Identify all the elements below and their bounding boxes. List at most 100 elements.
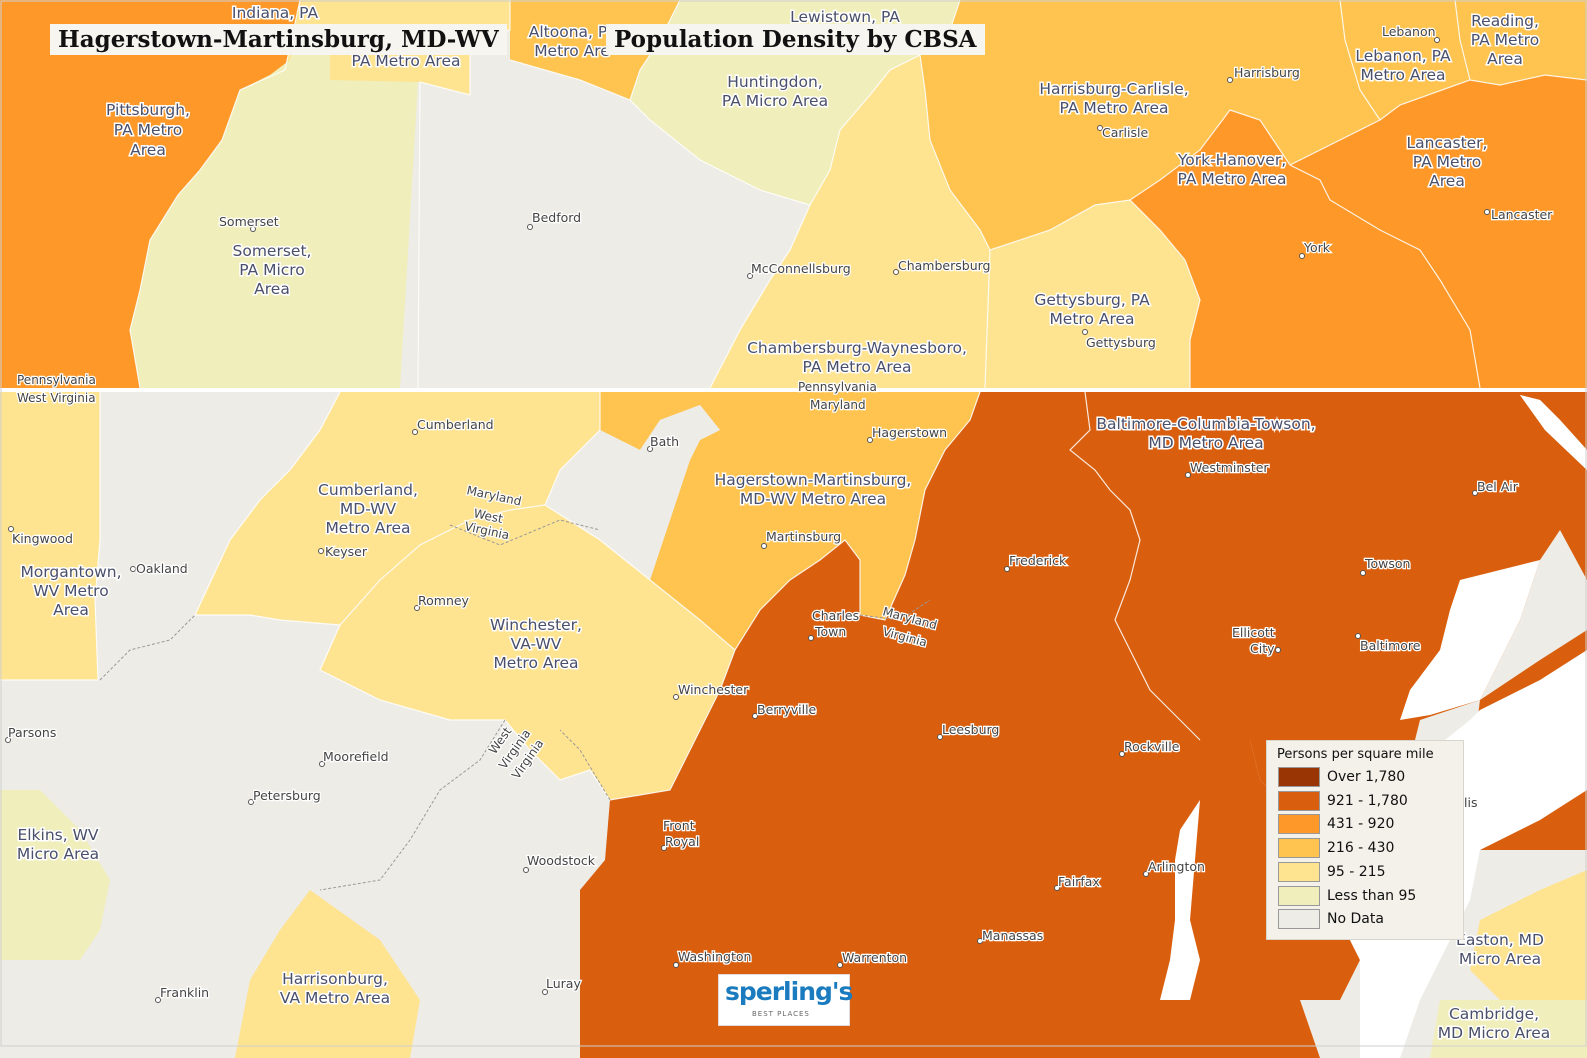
label-morgantown-2: WV Metro <box>33 582 108 600</box>
region-hagerstown <box>600 392 980 650</box>
region-chambersburg <box>710 55 990 388</box>
label-hagerstown-2: MD-WV Metro Area <box>740 490 886 508</box>
legend-label: 95 - 215 <box>1327 863 1386 880</box>
region-bath <box>545 405 720 580</box>
legend-swatch <box>1278 790 1320 811</box>
label-gettysburg-1: Gettysburg, PA <box>1034 291 1150 309</box>
label-reading-2: PA Metro <box>1471 31 1539 49</box>
label-altoona-1: Altoona, P <box>529 23 607 41</box>
panel-divider <box>0 388 1587 392</box>
legend-item: Less than 95 <box>1278 885 1458 908</box>
label-pittsburgh-1: Pittsburgh, <box>106 101 190 119</box>
state-west-virginia-w: West Virginia <box>17 391 96 405</box>
label-cumberland-2: MD-WV <box>340 500 397 518</box>
state-maryland-c: Maryland <box>810 398 866 412</box>
map-title-subject: Population Density by CBSA <box>606 24 985 55</box>
city-hagerstown: Hagerstown <box>872 425 947 440</box>
city-chambersburg: Chambersburg <box>898 258 990 273</box>
city-front-2: Royal <box>665 834 699 849</box>
label-huntingdon-1: Huntingdon, <box>727 73 822 91</box>
region-bedford <box>400 30 810 388</box>
label-indiana: Indiana, PA <box>232 4 319 22</box>
legend-swatch <box>1278 767 1320 787</box>
city-warrenton: Warrenton <box>842 950 907 965</box>
label-elkins-2: Micro Area <box>17 845 99 863</box>
top-panel <box>0 0 1587 389</box>
legend-item: 921 - 1,780 <box>1278 790 1458 813</box>
label-lewistown: Lewistown, PA <box>790 8 900 26</box>
logo-subtitle: BEST PLACES <box>752 1010 810 1018</box>
label-pa-metro-area-top: PA Metro Area <box>352 52 461 70</box>
label-baltimore-1: Baltimore-Columbia-Towson, <box>1096 415 1315 433</box>
region-lancaster <box>1290 75 1587 388</box>
label-reading-3: Area <box>1487 50 1523 68</box>
city-rockville: Rockville <box>1124 739 1180 754</box>
city-york: York <box>1303 240 1331 255</box>
legend-label: 216 - 430 <box>1327 840 1395 857</box>
legend-item: Over 1,780 <box>1278 767 1458 789</box>
sperlings-logo: sperling's BEST PLACES <box>718 974 853 1026</box>
city-ellicott-2: City <box>1250 641 1275 656</box>
city-arlington: Arlington <box>1148 859 1205 874</box>
legend-label: Less than 95 <box>1327 887 1417 904</box>
label-morgantown-3: Area <box>53 601 89 619</box>
label-lancaster-2: PA Metro <box>1413 153 1481 171</box>
legend-item: 216 - 430 <box>1278 838 1458 860</box>
city-martinsburg: Martinsburg <box>766 529 841 544</box>
region-indiana <box>230 0 330 90</box>
area-labels: Indiana, PA Altoona, P Metro Are PA Metr… <box>15 3 1551 1044</box>
map-title-location: Hagerstown-Martinsburg, MD-WV <box>50 24 507 55</box>
city-bath: Bath <box>650 434 679 449</box>
region-york <box>1130 110 1480 388</box>
label-harrisonburg-1: Harrisonburg, <box>282 970 388 988</box>
label-cambridge-2: MD Micro Area <box>1438 1024 1551 1042</box>
city-bel-air: Bel Air <box>1477 479 1519 494</box>
city-fairfax: Fairfax <box>1058 874 1100 889</box>
region-elkins <box>0 790 110 960</box>
label-harrisburg-2: PA Metro Area <box>1060 99 1169 117</box>
label-somerset-3: Area <box>254 280 290 298</box>
city-westminster: Westminster <box>1190 460 1269 475</box>
label-somerset-2: PA Micro <box>239 261 305 279</box>
city-ellicott-1: Ellicott <box>1232 625 1275 640</box>
region-winchester <box>320 505 735 800</box>
region-somerset <box>130 0 470 388</box>
city-oakland: Oakland <box>136 561 188 576</box>
city-franklin: Franklin <box>160 985 209 1000</box>
city-charles-2: Town <box>814 624 846 639</box>
city-woodstock: Woodstock <box>527 853 596 868</box>
city-gettysburg: Gettysburg <box>1086 335 1156 350</box>
region-cambridge <box>1430 1000 1587 1058</box>
region-lebanon <box>1340 0 1470 120</box>
city-berryville: Berryville <box>757 702 817 717</box>
label-hagerstown-1: Hagerstown-Martinsburg, <box>715 471 912 489</box>
label-elkins-1: Elkins, WV <box>17 826 98 844</box>
city-kingwood: Kingwood <box>12 531 73 546</box>
legend-swatch <box>1278 909 1320 930</box>
city-annapolis-partial: lis <box>1464 795 1477 810</box>
legend-label: 431 - 920 <box>1327 816 1395 833</box>
label-baltimore-2: MD Metro Area <box>1148 434 1263 452</box>
label-winchester-3: Metro Area <box>493 654 578 672</box>
region-harrisonburg <box>235 890 420 1058</box>
label-harrisburg-1: Harrisburg-Carlisle, <box>1039 80 1188 98</box>
city-towson: Towson <box>1364 556 1410 571</box>
city-romney: Romney <box>418 593 470 608</box>
region-baltimore <box>1070 392 1587 820</box>
label-cumberland-3: Metro Area <box>325 519 410 537</box>
label-cumberland-1: Cumberland, <box>318 481 418 499</box>
state-pennsylvania-c: Pennsylvania <box>798 380 877 394</box>
legend-label: Over 1,780 <box>1327 769 1406 785</box>
region-cumberland <box>195 392 600 625</box>
city-frederick: Frederick <box>1009 553 1067 568</box>
top-borders <box>129 0 1587 389</box>
region-morgantown <box>0 392 100 680</box>
label-huntingdon-2: PA Micro Area <box>722 92 828 110</box>
legend-swatch <box>1278 885 1320 906</box>
label-york-1: York-Hanover, <box>1177 151 1286 169</box>
legend-label: 921 - 1,780 <box>1327 792 1408 809</box>
city-carlisle: Carlisle <box>1102 125 1148 140</box>
legend-title: Persons per square mile <box>1277 747 1434 762</box>
city-mcconnellsburg: McConnellsburg <box>751 261 851 276</box>
